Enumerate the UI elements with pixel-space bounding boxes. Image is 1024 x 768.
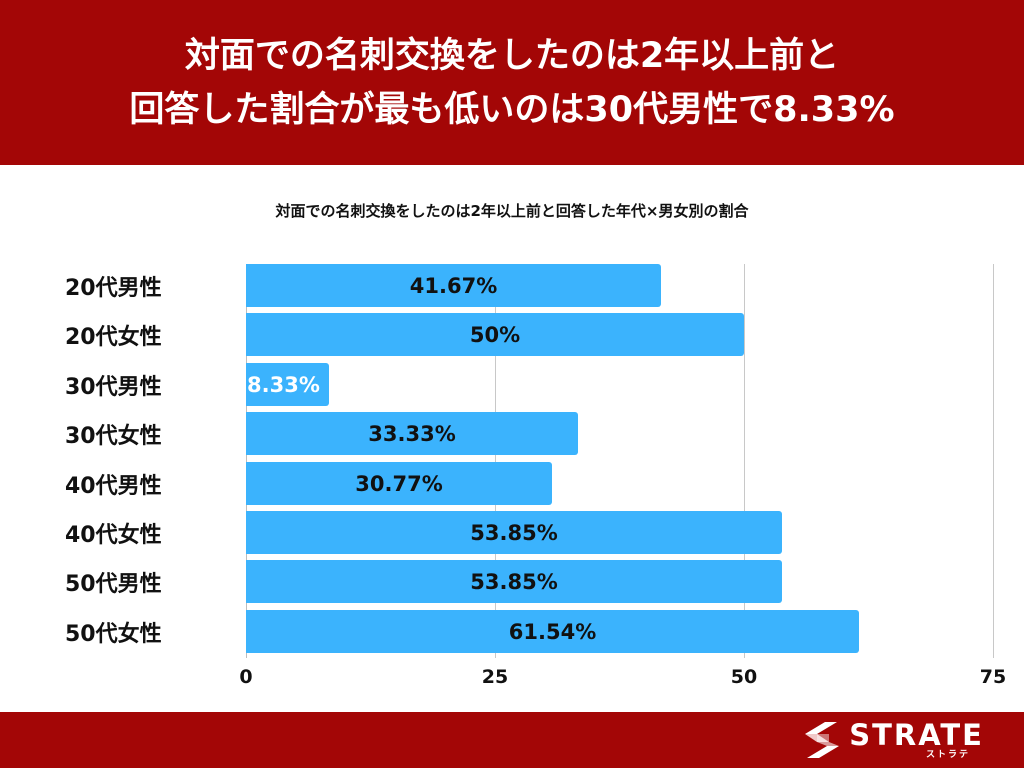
bar-value-label: 61.54% [508, 619, 597, 644]
bar: 50% [246, 313, 744, 356]
bar-value-label: 53.85% [470, 520, 558, 545]
bar: 33.33% [246, 412, 578, 455]
category-label: 40代女性 [65, 523, 162, 548]
category-label: 40代男性 [65, 474, 162, 499]
category-label: 30代女性 [65, 424, 162, 449]
strate-s-logo-icon [805, 722, 840, 758]
x-tick-label: 25 [481, 666, 509, 688]
chart-title: 対面での名刺交換をしたのは2年以上前と回答した年代×男女別の割合 [275, 202, 749, 220]
category-label: 30代男性 [65, 375, 162, 400]
footer-banner: STRATE ストラテ [0, 712, 1024, 768]
bar: 41.67% [246, 264, 661, 307]
gridline-75 [993, 264, 994, 658]
category-label: 50代女性 [65, 622, 162, 647]
bar: 30.77% [246, 462, 552, 505]
bar: 61.54% [246, 610, 859, 653]
x-tick-label: 0 [239, 666, 253, 688]
bar: 8.33% [246, 363, 329, 406]
gridline-0 [246, 264, 247, 658]
x-tick-label: 50 [730, 666, 758, 688]
bar-value-label: 53.85% [470, 569, 558, 594]
bar: 53.85% [246, 511, 782, 554]
x-tick-label: 75 [979, 666, 1007, 688]
bar-value-label: 33.33% [368, 421, 456, 446]
bar-value-label: 8.33% [247, 372, 320, 397]
logo-text: STRATE [849, 718, 984, 752]
bar-value-label: 30.77% [355, 471, 443, 496]
logo-subtext: ストラテ [925, 750, 970, 760]
gridline-25 [495, 264, 496, 658]
strate-logo: STRATE ストラテ [803, 720, 984, 760]
headline-line-2: 回答した割合が最も低いのは30代男性で8.33% [129, 89, 895, 130]
bar: 53.85% [246, 560, 782, 603]
bar-value-label: 50% [469, 322, 521, 347]
gridline-50 [744, 264, 745, 658]
category-label: 20代女性 [65, 325, 162, 350]
category-label: 20代男性 [65, 276, 162, 301]
headline-line-1: 対面での名刺交換をしたのは2年以上前と [184, 35, 840, 76]
bar-value-label: 41.67% [409, 273, 498, 298]
category-label: 50代男性 [65, 572, 162, 597]
header-banner: 対面での名刺交換をしたのは2年以上前と 回答した割合が最も低いのは30代男性で8… [0, 0, 1024, 165]
